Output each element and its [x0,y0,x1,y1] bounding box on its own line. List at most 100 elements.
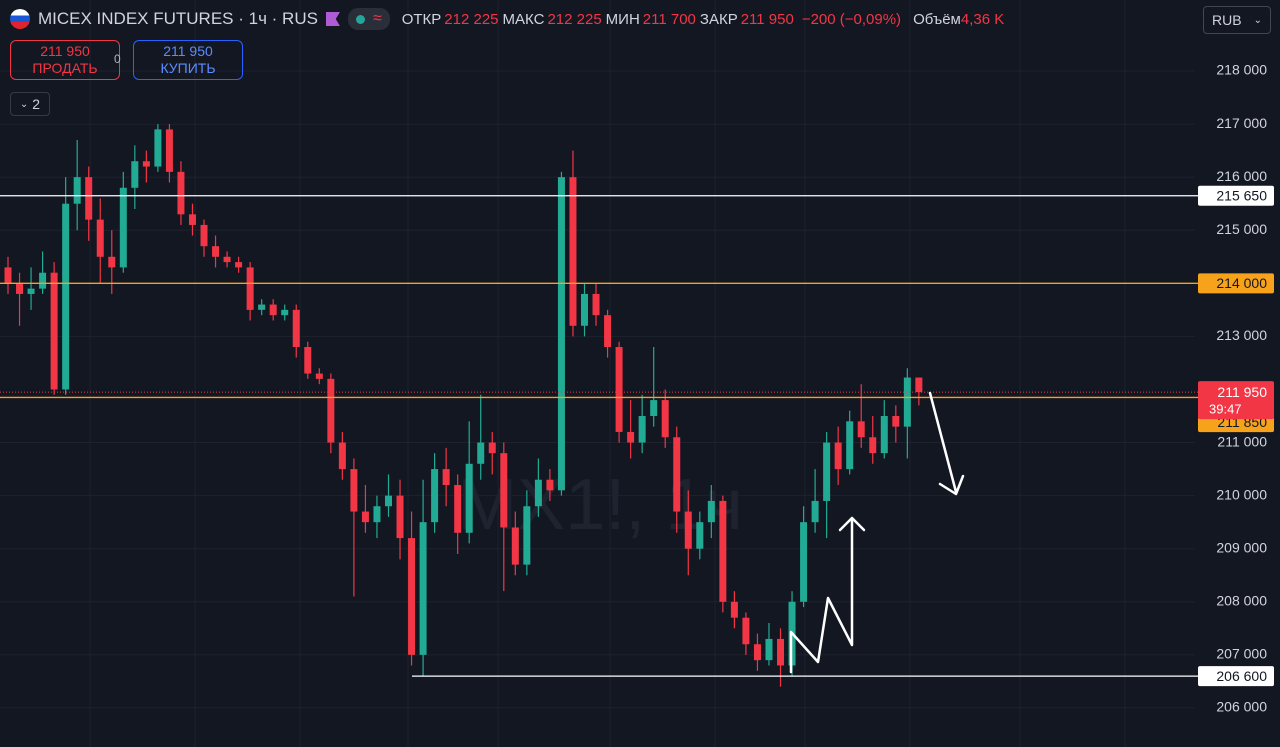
candle-body [304,347,312,374]
y-tick-label: 210 000 [1216,486,1267,502]
candle-body [408,538,416,655]
ohlc: ОТКР 212 225 МАКС 212 225 МИН 211 700 ЗАКР 211 … [398,9,794,29]
price-label: 206 600 [1216,668,1267,684]
candle-body [581,293,588,326]
candle-body [857,421,865,438]
candle-body [62,203,70,390]
wave-icon: ≈ [372,10,382,27]
candle-body [27,288,35,294]
candle-body [315,373,323,379]
down-arrow [928,391,958,494]
candle-body [454,485,462,533]
up-path-arrow [789,518,854,674]
candle-body [500,453,508,528]
candle-body [73,177,81,204]
candle-body [200,224,208,247]
candle-body [811,500,819,523]
candle-body [661,400,669,438]
candle-body [800,522,808,602]
candle-body [592,293,600,316]
ohlc-value: 211 700 [642,11,696,28]
currency-select[interactable]: RUB ⌄ [1203,6,1271,34]
candle-body [604,315,612,348]
candle-body [85,177,93,220]
candle-body [431,469,439,523]
candle-body [753,644,761,661]
countdown: 39:47 [1209,402,1242,417]
candle-body [212,246,220,257]
currency: RUB [1212,12,1242,28]
candle-body [281,309,289,316]
ohlc-label: ОТКР [401,11,442,28]
status-pill[interactable]: ≈ [347,8,390,30]
candle-body [684,511,692,549]
price-label-box [1198,185,1274,206]
candle-body [142,161,150,167]
sell-button[interactable]: 211 950 ПРОДАТЬ [10,40,120,80]
buy-button[interactable]: 211 950 КУПИТЬ [133,40,243,80]
y-tick-label: 207 000 [1216,646,1267,662]
y-tick-label: 209 000 [1216,539,1267,555]
ohlc-value: 212 225 [547,11,602,28]
candle-body [534,479,542,507]
symbol[interactable]: MICEX INDEX FUTURES · 1ч · RUS [38,9,318,28]
buy-price: 211 950 [163,43,213,59]
last-price-box [1198,381,1274,420]
price-label-box [1198,666,1274,687]
ohlc-label: МАКС [502,11,545,28]
candle-body [523,506,531,565]
y-tick-label: 206 000 [1216,699,1267,715]
sell-label: ПРОДАТЬ [32,60,98,76]
flag-icon [10,9,30,29]
candle-body [627,431,635,443]
candle-body [869,437,877,454]
candle-body [846,421,854,470]
candle-body [777,638,785,666]
candle-body [546,479,554,491]
flag-tag[interactable] [325,12,340,26]
y-tick-label: 213 000 [1216,327,1267,343]
candle-body [246,267,254,310]
candle-body [361,511,369,523]
candle-body [269,304,277,316]
indicators-toggle[interactable]: ⌄ 2 [10,92,50,116]
candle-body [16,283,24,294]
y-tick-label: 215 000 [1216,221,1267,237]
y-tick-label: 217 000 [1216,115,1267,131]
candle-body [384,495,392,507]
candle-body [223,256,231,263]
candle-body [235,262,243,268]
candle-body [442,469,450,486]
y-tick-label: 208 000 [1216,592,1267,608]
ohlc-value: 212 225 [444,11,499,28]
candle-body [742,617,750,645]
y-tick-label: 211 000 [1217,433,1267,449]
candle-body [292,309,300,348]
volume-label: Объём [913,10,961,28]
candle-body [327,378,335,443]
candle-body [615,347,623,432]
candle-body [350,469,358,512]
candle-body [154,129,162,167]
candle-body [419,522,427,655]
change: −200 (−0,09%) [801,10,902,28]
candle-body [650,400,658,417]
candle-body [892,416,900,427]
candle-body [50,272,58,390]
annotation-arrows [789,391,965,674]
candle-body [119,187,127,268]
candle-body [673,437,681,512]
price-label-box [1198,273,1274,294]
candle-body [258,304,266,310]
candle-body [108,256,116,268]
candle-body [465,463,473,533]
candle-body [396,495,404,539]
candle-body [765,638,773,661]
indicator-count: 2 [32,96,41,112]
candle-body [4,267,12,284]
arrow-head [838,516,866,532]
candle-body [903,377,911,427]
chevron: ⌄ [19,98,29,110]
